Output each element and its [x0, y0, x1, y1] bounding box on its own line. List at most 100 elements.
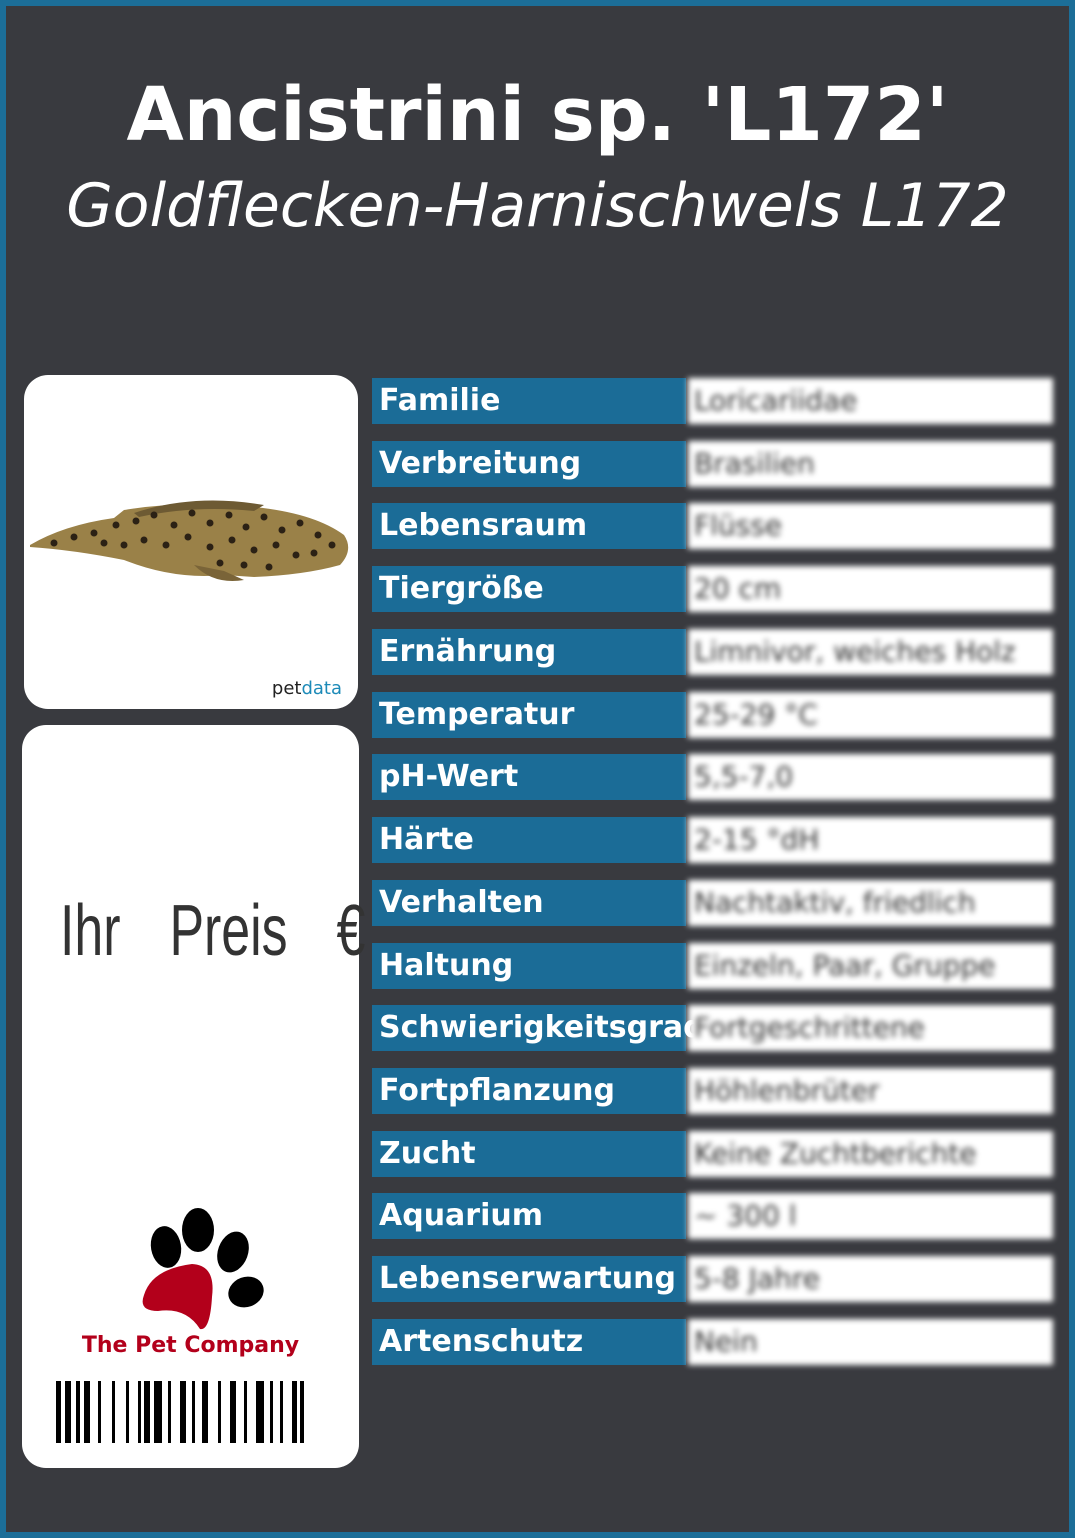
fact-label: Tiergröße [372, 566, 686, 613]
fact-label: Verhalten [372, 879, 686, 926]
fact-value: Keine Zuchtberichte [688, 1130, 1053, 1177]
fact-row: Haltung Einzeln, Paar, Gruppe [372, 942, 1053, 989]
fish-spot [296, 519, 304, 527]
fish-image-card: petdata [24, 375, 358, 709]
fish-spot [260, 513, 268, 521]
common-name-subtitle: Goldflecken-Harnischwels L172 [66, 171, 1009, 241]
petdata-logo: petdata [271, 678, 342, 699]
fish-spot [314, 531, 322, 539]
fact-label: Lebensraum [372, 503, 686, 550]
fish-spot [292, 551, 300, 559]
barcode-bar [65, 1381, 71, 1443]
fact-row: Härte 2-15 °dH [372, 817, 1053, 864]
fish-spot [206, 519, 214, 527]
company-name: The Pet Company [81, 1333, 300, 1358]
fact-value: 2-15 °dH [688, 817, 1053, 864]
barcode-bar [154, 1381, 162, 1443]
fish-spot [90, 529, 98, 537]
barcode-bar [126, 1381, 129, 1443]
barcode-bar [98, 1381, 101, 1443]
fish-spot [242, 523, 250, 531]
fact-row: Lebenserwartung 5-8 Jahre [372, 1256, 1053, 1303]
scientific-name-title: Ancistrini sp. 'L172' [126, 72, 949, 158]
fish-spot [162, 541, 170, 549]
fish-spot [310, 549, 318, 557]
barcode-bar [218, 1381, 221, 1443]
fact-label: Familie [372, 378, 686, 424]
fact-value: Nein [688, 1318, 1053, 1365]
fact-label: Zucht [372, 1130, 686, 1177]
fact-label: Verbreitung [372, 440, 686, 487]
fish-spot [216, 559, 224, 567]
fish-spot [112, 521, 120, 529]
price-label: Ihr Preis € [60, 891, 366, 971]
barcode-bar [76, 1381, 80, 1443]
fact-label: Fortpflanzung [372, 1068, 686, 1115]
fact-value: Fortgeschrittene [688, 1005, 1053, 1052]
fact-value: Nachtaktiv, friedlich [688, 879, 1053, 926]
paw-logo-icon [142, 1208, 264, 1330]
fact-value: 5-8 Jahre [688, 1256, 1053, 1303]
fact-row: Temperatur 25-29 °C [372, 691, 1053, 738]
fact-label: Schwierigkeitsgrad [372, 1005, 705, 1052]
barcode-bar [168, 1381, 171, 1443]
fact-row: pH-Wert 5,5-7,0 [372, 754, 1053, 801]
fact-row: Verhalten Nachtaktiv, friedlich [372, 879, 1053, 926]
barcode-bar [112, 1381, 115, 1443]
barcode-bar [270, 1381, 273, 1443]
fact-label: Haltung [372, 942, 686, 989]
fish-spot [225, 511, 233, 519]
fact-label: Artenschutz [372, 1318, 686, 1365]
fact-row: Lebensraum Flüsse [372, 503, 1053, 550]
fact-row: Aquarium ~ 300 l [372, 1193, 1053, 1240]
fish-spot [228, 536, 236, 544]
barcode-bar [230, 1381, 236, 1443]
fish-spot [184, 533, 192, 541]
fact-row: Fortpflanzung Höhlenbrüter [372, 1068, 1053, 1115]
fact-row: Artenschutz Nein [372, 1318, 1053, 1365]
barcode-bar [280, 1381, 283, 1443]
fact-row: Familie Loricariidae [372, 378, 1053, 424]
price-card: Ihr Preis € The Pet Company [22, 725, 365, 1468]
fact-row: Zucht Keine Zuchtberichte [372, 1130, 1053, 1177]
barcode-bar [292, 1381, 297, 1443]
fish-spot [206, 543, 214, 551]
fact-value: 20 cm [688, 566, 1053, 613]
fact-value: Einzeln, Paar, Gruppe [688, 942, 1053, 989]
fish-spot [132, 517, 140, 525]
fish-spot [240, 561, 248, 569]
fact-value: ~ 300 l [688, 1193, 1053, 1240]
fact-row: Tiergröße 20 cm [372, 566, 1053, 613]
fact-row: Ernährung Limnivor, weiches Holz [372, 628, 1053, 675]
fact-value: Limnivor, weiches Holz [688, 628, 1053, 675]
fact-label: Aquarium [372, 1193, 686, 1240]
barcode-bar [180, 1381, 186, 1443]
fact-label: Härte [372, 817, 686, 864]
barcode-bar [244, 1381, 247, 1443]
fish-spot [120, 541, 128, 549]
fish-spot [50, 539, 58, 547]
fish-spot [328, 541, 336, 549]
barcode-bar [84, 1381, 90, 1443]
barcode-bar [144, 1381, 150, 1443]
fish-image [30, 500, 349, 581]
fish-spot [278, 526, 286, 534]
fact-label: Temperatur [372, 691, 686, 738]
fish-spot [188, 509, 196, 517]
fish-spot [170, 521, 178, 529]
barcode-bar [256, 1381, 264, 1443]
fact-row: Schwierigkeitsgrad Fortgeschrittene [372, 1005, 1053, 1052]
fact-row: Verbreitung Brasilien [372, 440, 1053, 487]
fact-value: 25-29 °C [688, 691, 1053, 738]
barcode-bar [300, 1381, 304, 1443]
fact-label: Ernährung [372, 628, 686, 675]
fact-value: Loricariidae [688, 378, 1053, 424]
fish-spot [70, 533, 78, 541]
fish-spot [265, 563, 273, 571]
barcode-bar [202, 1381, 208, 1443]
fact-value: Höhlenbrüter [688, 1068, 1053, 1115]
barcode [56, 1381, 304, 1443]
fact-label: pH-Wert [372, 754, 686, 801]
fact-value: Flüsse [688, 503, 1053, 550]
barcode-bar [138, 1381, 141, 1443]
